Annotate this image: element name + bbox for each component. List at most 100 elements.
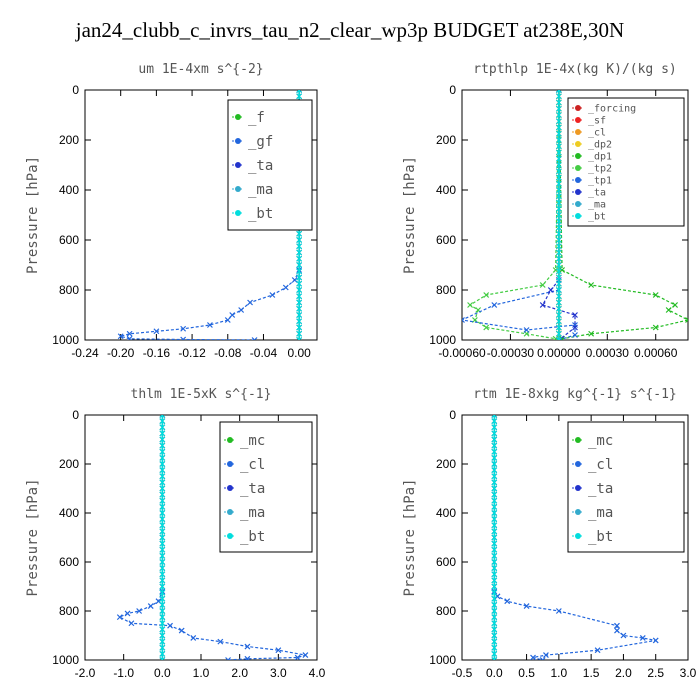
data-point-bt (491, 528, 498, 535)
y-tick-label: 1000 (52, 653, 79, 667)
data-point-gf (282, 284, 289, 291)
data-point-bt (491, 632, 498, 639)
data-point-bt (159, 657, 166, 660)
data-point-bt (556, 212, 562, 218)
data-point-bt (491, 657, 498, 660)
data-point-ta (572, 324, 578, 331)
legend-swatch-marker (227, 509, 233, 515)
legend-label: _gf (248, 134, 273, 150)
data-point-bt (556, 187, 562, 193)
data-point-bt (491, 461, 498, 467)
y-tick-label: 0 (72, 408, 79, 422)
data-point-bt (159, 430, 166, 437)
data-point-bt (556, 149, 562, 156)
data-point-bt (159, 632, 166, 639)
data-point-gf (247, 299, 254, 306)
data-point-bt (159, 540, 166, 547)
data-point-gf (229, 312, 236, 318)
legend-swatch-marker (235, 210, 241, 216)
data-point-cl (543, 652, 549, 659)
y-tick-label: 800 (436, 604, 456, 618)
legend-swatch-marker (575, 213, 581, 219)
x-tick-label: 2.0 (231, 666, 248, 680)
data-point-bt (159, 614, 166, 620)
legend-swatch-marker (575, 117, 581, 123)
data-point-bt (159, 504, 166, 510)
x-tick-label: 3.0 (270, 666, 287, 680)
x-tick-label: -0.04 (250, 346, 278, 360)
data-point-bt (556, 243, 562, 250)
data-point-bt (556, 118, 562, 125)
data-point-bt (556, 255, 562, 262)
data-point-tp2 (552, 335, 559, 340)
data-point-cl (136, 608, 143, 614)
panel-1: um 1E-4xm s^{-2} Pressure [hPa] 0 200 400 600… (25, 62, 318, 360)
y-tick-label: 1000 (429, 333, 456, 347)
series-line-dp1 (558, 90, 688, 340)
legend-swatch-marker (575, 533, 581, 539)
data-point-bt (159, 589, 166, 596)
data-point-bt (491, 455, 498, 461)
data-point-bt (556, 93, 562, 100)
data-point-bt (491, 485, 498, 492)
data-point-gf (224, 317, 231, 323)
data-point-bt (159, 651, 166, 657)
plot-frame (84, 89, 318, 341)
data-point-tp2 (552, 267, 559, 273)
data-point-bt (491, 626, 498, 633)
y-tick-label: 400 (436, 506, 456, 520)
data-point-gf (238, 307, 245, 313)
data-point-bt (159, 595, 166, 602)
data-point-bt (296, 90, 303, 93)
data-point-bt (556, 230, 562, 237)
data-point-dp1 (652, 324, 659, 331)
legend-label: _ta (240, 481, 265, 497)
x-tick-label: -0.12 (178, 346, 206, 360)
data-point-bt (159, 620, 166, 627)
legend-label: _ma (588, 200, 606, 211)
legend-label: _f (248, 110, 265, 126)
data-point-dp1 (652, 292, 659, 298)
data-point-bt (159, 510, 166, 516)
data-point-bt (296, 305, 303, 312)
data-point-bt (159, 559, 166, 565)
legend-swatch-marker (235, 186, 241, 192)
data-point-bt (296, 262, 303, 268)
data-point-bt (491, 540, 498, 547)
data-point-bt (159, 497, 166, 504)
data-point-cl (275, 647, 282, 654)
y-tick-label: 400 (436, 183, 456, 197)
data-point-bt (159, 436, 166, 443)
legend-swatch-marker (227, 533, 233, 539)
data-point-bt (556, 205, 562, 212)
x-tick-label: -1.0 (113, 666, 134, 680)
legend-swatch-marker (227, 461, 233, 467)
panel-2: rtpthlp 1E-4x(kg K)/(kg s) Pressure [hPa]… (402, 62, 689, 360)
x-tick-label: 1.0 (193, 666, 210, 680)
legend-label: _ta (588, 481, 613, 497)
x-tick-label: -0.24 (71, 346, 99, 360)
x-tick-label: 1.5 (583, 666, 600, 680)
data-point-bt (491, 571, 498, 578)
x-tick-label: 0.5 (518, 666, 535, 680)
data-point-bt (556, 299, 562, 306)
data-point-bt (491, 583, 498, 590)
data-point-bt (491, 504, 498, 510)
data-point-bt (296, 93, 303, 100)
data-point-tp2 (483, 324, 490, 331)
data-point-bt (296, 243, 303, 250)
x-tick-label: 1.0 (551, 666, 568, 680)
data-point-bt (159, 546, 166, 553)
legend-label: _ta (588, 188, 606, 199)
y-tick-label: 400 (59, 506, 79, 520)
legend-swatch-marker (575, 141, 581, 147)
legend-label: _forcing (588, 104, 636, 115)
legend-box (567, 97, 685, 227)
data-point-bt (159, 467, 166, 473)
data-point-bt (556, 337, 562, 340)
x-tick-label: -2.0 (75, 666, 96, 680)
legend-swatch-marker (235, 138, 241, 144)
data-point-bt (159, 522, 166, 529)
data-point-gf (117, 333, 124, 340)
y-tick-label: 1000 (429, 653, 456, 667)
